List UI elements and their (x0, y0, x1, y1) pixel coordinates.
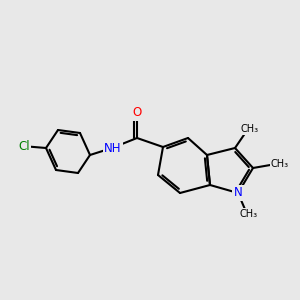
Text: O: O (132, 106, 142, 119)
Text: NH: NH (104, 142, 122, 154)
Text: N: N (234, 187, 242, 200)
Text: CH₃: CH₃ (271, 159, 289, 169)
Text: CH₃: CH₃ (240, 209, 258, 219)
Text: Cl: Cl (18, 140, 30, 152)
Text: CH₃: CH₃ (241, 124, 259, 134)
